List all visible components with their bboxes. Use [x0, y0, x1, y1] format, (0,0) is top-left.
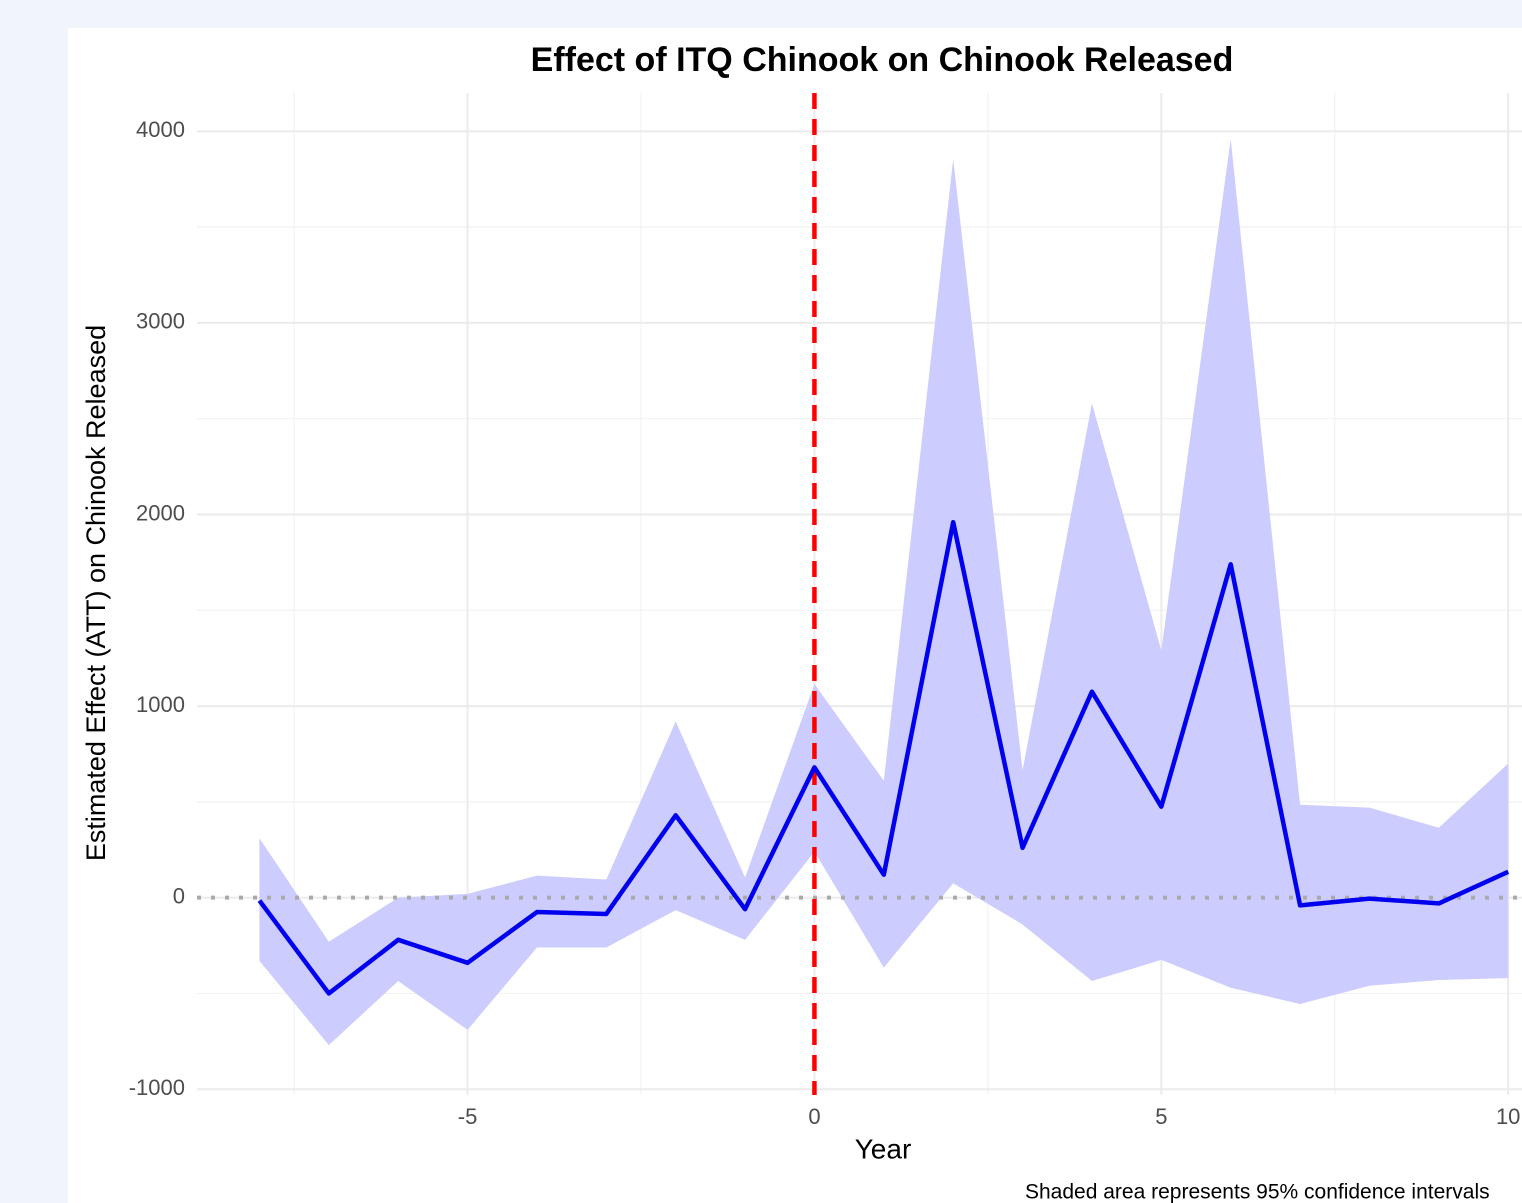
y-tick-label: -1000	[129, 1075, 185, 1100]
y-axis-label: Estimated Effect (ATT) on Chinook Releas…	[81, 325, 111, 861]
panel	[68, 28, 1522, 1203]
y-tick-label: 2000	[136, 500, 185, 525]
estimate-line	[257, 519, 1510, 996]
y-tick-label: 3000	[136, 309, 185, 334]
y-tick-label: 4000	[136, 117, 185, 142]
y-tick-label: 0	[173, 883, 185, 908]
confidence-band	[259, 138, 1509, 1046]
x-tick-label: 5	[1155, 1104, 1167, 1129]
x-tick-label: 0	[808, 1104, 820, 1129]
x-tick-label: -5	[458, 1104, 478, 1129]
caption: Shaded area represents 95% confidence in…	[1025, 1181, 1490, 1203]
x-axis-label: Year	[855, 1133, 912, 1164]
chart-title: Effect of ITQ Chinook on Chinook Release…	[531, 41, 1234, 79]
y-tick-label: 1000	[136, 692, 185, 717]
x-tick-label: 10	[1496, 1104, 1520, 1129]
